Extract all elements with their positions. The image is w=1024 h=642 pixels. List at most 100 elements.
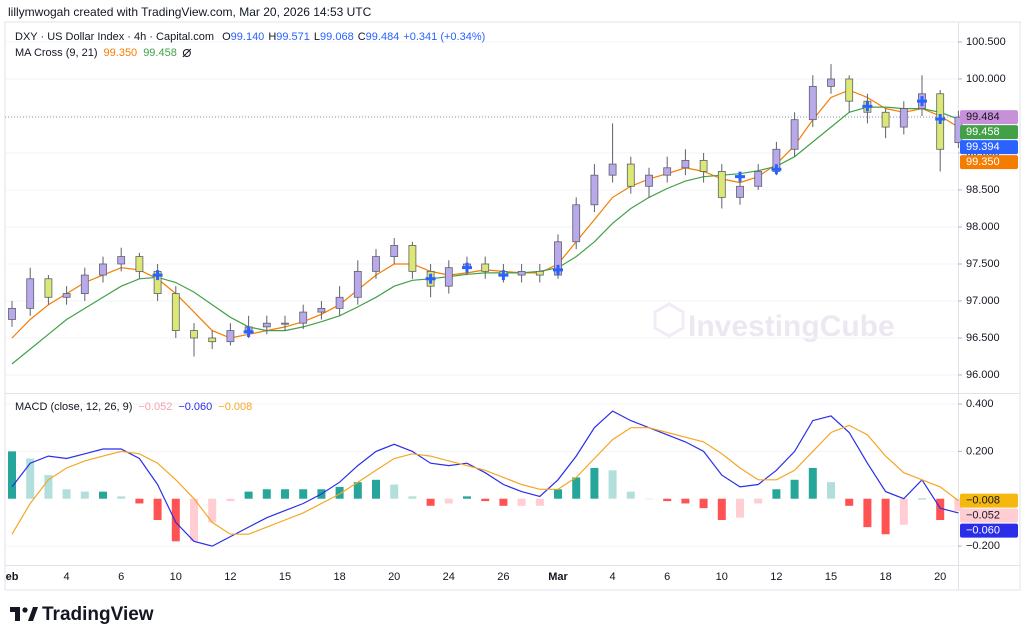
histogram-bar [244, 491, 253, 499]
histogram-bar [881, 498, 890, 535]
candle-body [390, 245, 399, 257]
candle-body [535, 270, 544, 276]
candle-body [717, 171, 726, 198]
x-tick-label: 4 [64, 571, 70, 583]
cross-marker [425, 273, 436, 284]
histogram-bar [626, 491, 635, 499]
candle-body [135, 256, 144, 272]
histogram-bar [26, 458, 35, 499]
cross-marker [917, 96, 927, 107]
candle-body [626, 163, 635, 187]
chart-frame [4, 21, 1021, 591]
cross-marker [152, 270, 163, 281]
cross-marker [498, 270, 509, 281]
price-tag-label: −0.060 [966, 525, 1000, 537]
histogram-bar [353, 482, 362, 499]
histogram-bar [262, 489, 271, 499]
ohlc-value: 99.571 [276, 31, 310, 43]
histogram-bar [208, 498, 217, 523]
symbol-legend: DXY · US Dollar Index · 4h · Capital.com… [15, 31, 485, 43]
candle-body [444, 267, 453, 287]
x-tick-label: 6 [664, 571, 670, 583]
candle-body [754, 171, 763, 187]
histogram-bar [717, 498, 726, 521]
histogram-bar [481, 498, 490, 502]
candle-body [608, 163, 617, 176]
price-tag-label: −0.052 [966, 510, 1000, 522]
y-tick-label: 0.400 [966, 398, 994, 410]
candle-body [808, 85, 817, 121]
histogram-bar [171, 498, 180, 542]
ohlc-value: 99.140 [231, 31, 265, 43]
histogram-bar [226, 498, 235, 502]
cross-marker [243, 327, 254, 338]
x-tick-label: 12 [770, 571, 782, 583]
x-tick-label: 15 [279, 571, 291, 583]
watermark: InvestingCube [688, 310, 895, 343]
histogram-bar [281, 489, 289, 499]
histogram-bar [62, 489, 71, 499]
histogram-bar [535, 498, 544, 506]
change: +0.341 (+0.34%) [403, 31, 485, 43]
candle-body [881, 111, 890, 128]
histogram-bar [117, 496, 126, 499]
candle-body [517, 270, 526, 276]
candle-body [317, 307, 326, 313]
candle-body [80, 274, 89, 294]
candle-body [590, 174, 599, 206]
candle-body [44, 278, 53, 298]
candle-body [208, 337, 217, 343]
y-tick-label: 97.000 [966, 295, 1000, 307]
candle-body [117, 256, 126, 265]
histogram-bar [754, 498, 763, 504]
candle-body [681, 159, 690, 169]
x-tick-label: 20 [934, 571, 946, 583]
y-tick-label: 0.200 [966, 445, 994, 457]
ohlc-value: 99.068 [320, 31, 354, 43]
candle-body [554, 241, 562, 276]
cross-marker [771, 164, 782, 175]
histogram-bar [645, 498, 653, 500]
y-tick-label: 97.500 [966, 258, 1000, 270]
histogram-bar [426, 498, 435, 506]
histogram-bar [681, 498, 690, 504]
candle-body [663, 167, 672, 176]
histogram-bar [936, 498, 945, 521]
price-tag-label: −0.008 [966, 495, 1000, 507]
y-tick-label: 98.500 [966, 184, 1000, 196]
candle-body [736, 185, 744, 198]
candle-body [190, 330, 198, 339]
candle-body [845, 78, 854, 102]
candle-body [262, 322, 271, 328]
x-tick-label: 6 [118, 571, 124, 583]
price-tag [960, 110, 1018, 125]
candle-body [299, 311, 308, 324]
y-tick-label: 100.000 [966, 73, 1006, 85]
candle-body [281, 322, 289, 325]
histogram-bar [499, 498, 508, 506]
histogram-bar [80, 491, 89, 499]
macd-line [11, 424, 959, 535]
candle-body [372, 256, 380, 272]
brand: TradingView [42, 604, 154, 625]
macd-line [11, 410, 959, 547]
price-tag-label: 99.394 [966, 141, 1000, 153]
indicator-legend: MA Cross (9, 21) 99.350 99.458 [15, 47, 177, 59]
histogram-bar [44, 475, 53, 499]
histogram-bar [554, 489, 562, 499]
x-tick-label: Mar [548, 571, 568, 583]
histogram-bar [899, 498, 908, 525]
y-tick-label: 96.000 [966, 369, 1000, 381]
histogram-bar [517, 498, 526, 506]
histogram-bar [8, 451, 16, 499]
histogram-bar [444, 498, 453, 504]
cross-marker [553, 264, 563, 275]
candle-body [481, 263, 490, 272]
price-tag-label: 99.458 [966, 126, 1000, 138]
price-tag [960, 155, 1018, 170]
histogram-bar [153, 498, 162, 521]
histogram-bar [863, 498, 872, 528]
price-tag [960, 140, 1018, 155]
x-tick-label: eb [6, 571, 19, 583]
